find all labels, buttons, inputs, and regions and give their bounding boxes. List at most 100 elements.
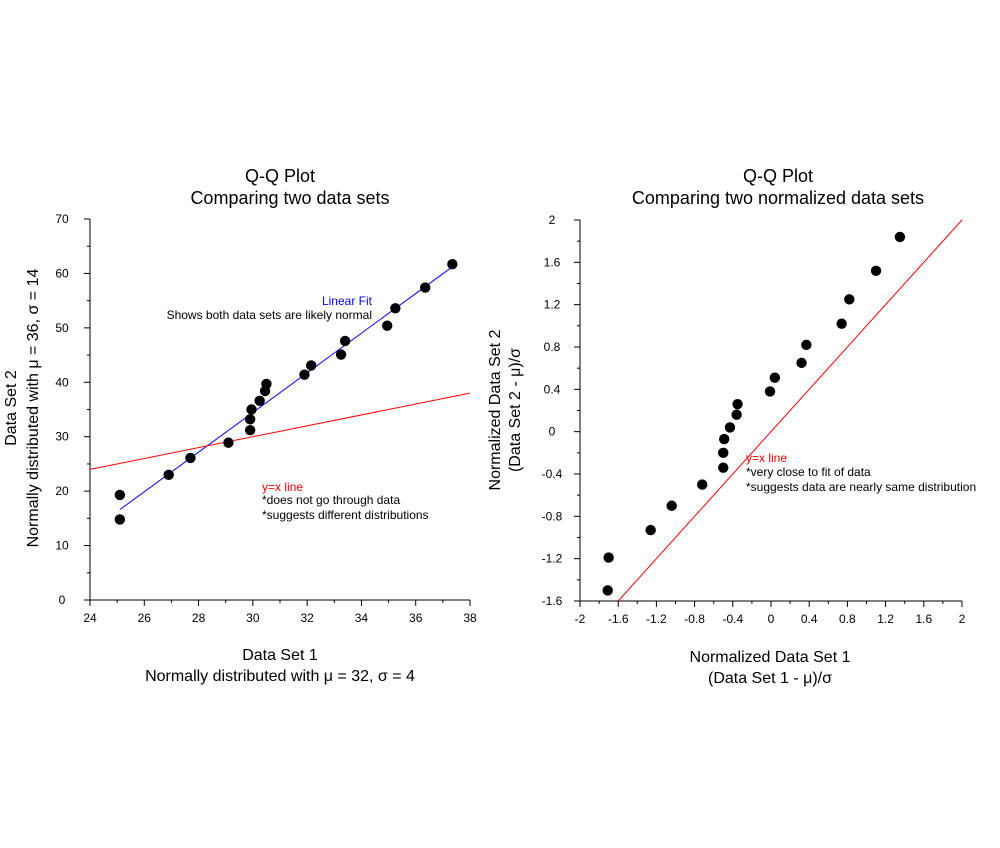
data-point — [724, 422, 736, 433]
x-tick-label: -0.4 — [722, 612, 743, 626]
x-tick-label: -0.8 — [684, 612, 705, 626]
annotation-linear-fit-text: Shows both data sets are likely normal — [167, 308, 372, 322]
data-point — [870, 265, 882, 276]
qq-plot-raw: Q-Q Plot Comparing two data sets Data Se… — [3, 166, 477, 685]
y-axis-label-line-1: Data Set 2 — [3, 370, 20, 446]
x-tick-label: 34 — [355, 611, 369, 625]
y-tick-label: 0 — [59, 593, 66, 607]
data-point — [894, 231, 906, 243]
axes-ticks: -2 -1.6 -1.2 -0.8 -0.4 0 0.4 0.8 1.2 1.6 2 -1.6 -1.2… — [542, 213, 966, 626]
y-tick-label: 60 — [55, 266, 69, 280]
data-point — [114, 514, 126, 525]
data-points — [114, 258, 458, 525]
y-tick-label: 20 — [55, 484, 69, 498]
data-point — [114, 489, 126, 501]
y-tick-label: 2 — [549, 213, 556, 227]
x-tick-label: 0.8 — [839, 612, 856, 626]
x-tick-label: -1.2 — [646, 612, 667, 626]
data-point — [261, 378, 272, 390]
y-tick-label: 40 — [55, 375, 69, 389]
data-point — [163, 469, 174, 481]
x-axis-label-line-1: Normalized Data Set 1 — [690, 649, 851, 666]
data-point — [844, 294, 855, 305]
x-tick-label: -2 — [575, 612, 586, 626]
chart-title-line-1: Q-Q Plot — [245, 166, 315, 186]
y-axis-label-line-1: Normalized Data Set 2 — [487, 329, 504, 490]
data-point — [801, 339, 812, 351]
data-point — [719, 433, 730, 445]
data-point — [420, 282, 431, 293]
data-point — [718, 462, 729, 473]
x-tick-label: 24 — [83, 611, 97, 625]
x-axis-label-line-2: Normally distributed with μ = 32, σ = 4 — [145, 668, 415, 685]
data-point — [764, 386, 776, 397]
x-tick-label: 0.4 — [801, 612, 818, 626]
annotation-yx-line-2: *suggests different distributions — [262, 508, 429, 522]
data-point — [796, 357, 807, 369]
x-tick-label: 1.2 — [877, 612, 894, 626]
qq-plot-normalized: Q-Q Plot Comparing two normalized data s… — [487, 166, 976, 687]
data-point — [244, 414, 256, 425]
data-point — [306, 360, 317, 371]
reference-lines — [89, 265, 471, 511]
data-point — [185, 452, 196, 464]
axes-ticks: 24 26 28 30 32 34 36 38 0 10 20 30 40 50 60 70 — [55, 212, 477, 625]
annotation-yx-title: y=x line — [262, 480, 303, 494]
x-tick-label: 30 — [246, 611, 260, 625]
reference-lines — [617, 219, 963, 602]
annotation-yx-line-1: *very close to fit of data — [746, 465, 871, 479]
x-tick-label: 32 — [300, 611, 314, 625]
data-point — [339, 335, 351, 347]
y-axis-label-line-2: Normally distributed with μ = 36, σ = 14 — [25, 269, 42, 548]
data-points — [602, 231, 906, 596]
y-tick-label: 1.6 — [544, 255, 561, 269]
annotation-linear-fit-title: Linear Fit — [322, 294, 373, 308]
data-point — [645, 524, 656, 536]
data-point — [718, 447, 729, 459]
x-tick-label: -1.6 — [608, 612, 629, 626]
x-axis-label-line-2: (Data Set 1 - μ)/σ — [708, 670, 832, 687]
y-axis-label-line-2: (Data Set 2 - μ)/σ — [507, 348, 524, 472]
chart-title-line-2: Comparing two normalized data sets — [632, 188, 924, 208]
x-tick-label: 36 — [409, 611, 423, 625]
y-tick-label: -0.8 — [542, 509, 563, 523]
x-tick-label: 2 — [959, 612, 966, 626]
y-tick-label: 70 — [55, 212, 69, 226]
data-point — [447, 258, 458, 270]
data-point — [244, 424, 256, 436]
x-axis-label-line-1: Data Set 1 — [242, 647, 318, 664]
y-tick-label: 30 — [55, 430, 69, 444]
annotation-yx-title: y=x line — [746, 451, 787, 465]
x-tick-label: 1.6 — [915, 612, 932, 626]
data-point — [731, 409, 742, 420]
data-point — [299, 369, 310, 380]
data-point — [335, 349, 347, 360]
y-tick-label: 0.8 — [544, 340, 561, 354]
chart-title-line-1: Q-Q Plot — [743, 166, 813, 186]
data-point — [836, 318, 847, 329]
y-tick-label: -1.2 — [542, 552, 563, 566]
data-point — [602, 585, 613, 596]
y-tick-label: 50 — [55, 321, 69, 335]
data-point — [390, 303, 401, 314]
data-point — [769, 372, 781, 383]
y-tick-label: 1.2 — [544, 298, 561, 312]
chart-title-line-2: Comparing two data sets — [190, 188, 389, 208]
data-point — [697, 479, 708, 490]
data-point — [666, 500, 677, 511]
data-point — [732, 398, 743, 410]
y-tick-label: 0 — [549, 425, 556, 439]
y-x-line-line — [89, 392, 471, 470]
annotation-yx-line-1: *does not go through data — [262, 493, 400, 507]
x-tick-label: 0 — [768, 612, 775, 626]
data-point — [246, 404, 257, 415]
data-point — [603, 552, 614, 563]
data-point — [223, 437, 234, 448]
y-tick-label: -0.4 — [542, 467, 563, 481]
annotation-yx-line-2: *suggests data are nearly same distribut… — [746, 480, 976, 494]
data-point — [254, 395, 265, 406]
x-tick-label: 26 — [138, 611, 152, 625]
y-tick-label: 10 — [55, 539, 69, 553]
x-tick-label: 28 — [192, 611, 206, 625]
